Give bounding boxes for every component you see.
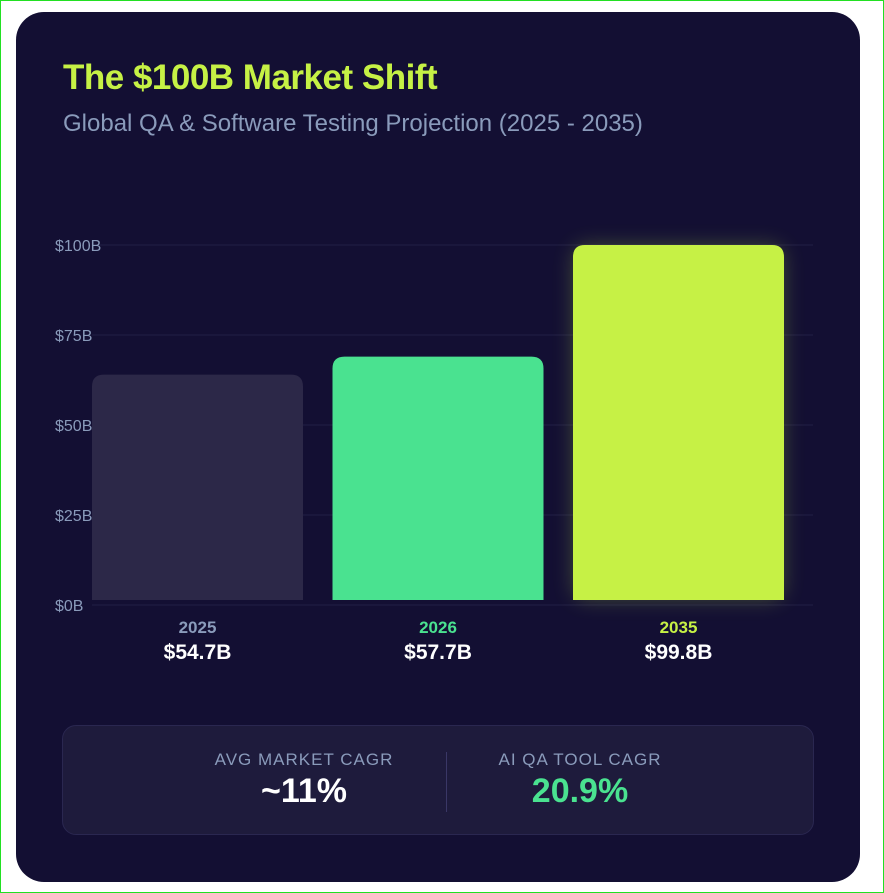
y-tick-label: $100B [55, 238, 101, 255]
stat-value: 20.9% [531, 772, 629, 810]
y-tick-label: $0B [55, 598, 83, 615]
chart-title: The $100B Market Shift [63, 58, 438, 97]
bar-2025 [92, 374, 303, 600]
chart-subtitle: Global QA & Software Testing Projection … [63, 110, 643, 137]
stats-panel: AVG MARKET CAGR ~11% AI QA TOOL CAGR 20.… [62, 725, 814, 835]
bar-2026 [332, 356, 544, 600]
data-label: $54.7B [164, 641, 232, 664]
x-category-label: 2026 [419, 618, 457, 637]
x-category-label: 2025 [179, 618, 217, 637]
stat-avg-market-cagr: AVG MARKET CAGR ~11% [204, 750, 404, 811]
x-category-label: 2035 [660, 618, 698, 637]
y-tick-label: $25B [55, 508, 92, 525]
bar-2035 [573, 245, 784, 600]
stat-ai-qa-tool-cagr: AI QA TOOL CAGR 20.9% [480, 750, 680, 811]
y-tick-label: $75B [55, 328, 92, 345]
stat-label: AVG MARKET CAGR [214, 750, 394, 769]
stat-value: ~11% [260, 772, 348, 810]
stat-label: AI QA TOOL CAGR [498, 750, 662, 769]
y-tick-label: $50B [55, 418, 92, 435]
data-label: $57.7B [404, 641, 472, 664]
data-label: $99.8B [645, 641, 713, 664]
divider [446, 752, 447, 812]
